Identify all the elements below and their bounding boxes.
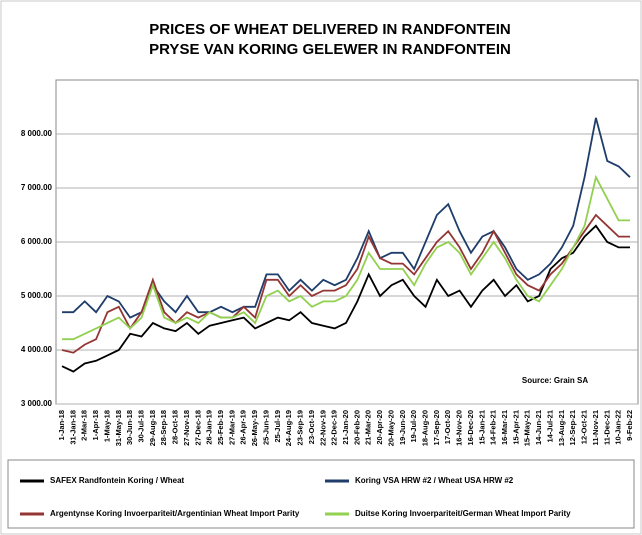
x-tick-label: 12-Oct-21: [580, 410, 589, 444]
x-tick-label: 13-Aug-21: [557, 410, 566, 446]
x-tick-label: 14-Jun-21: [534, 410, 543, 445]
x-tick-label: 26-Jan-19: [205, 410, 214, 445]
x-tick-label: 15-May-21: [523, 410, 532, 446]
y-tick-label: 6 000.00: [21, 237, 53, 246]
x-tick-label: 1-Apr-18: [91, 410, 100, 440]
x-tick-label: 12-Sep-21: [568, 410, 577, 445]
x-tick-label: 1-Jan-18: [57, 410, 66, 440]
x-tick-label: 16-Nov-20: [455, 410, 464, 446]
x-tick-label: 2-Mar-18: [80, 410, 89, 441]
frame: [1, 1, 641, 534]
x-tick-label: 17-Sep-20: [432, 410, 441, 445]
x-tick-label: 15-Apr-21: [511, 410, 520, 445]
x-tick-label: 18-Aug-20: [421, 410, 430, 446]
x-tick-label: 29-Aug-18: [148, 410, 157, 446]
x-tick-label: 25-Jul-19: [273, 410, 282, 443]
y-tick-label: 4 000.00: [21, 345, 53, 354]
x-tick-label: 14-Feb-21: [489, 410, 498, 445]
chart-subtitle: PRYSE VAN KORING GELEWER IN RANDFONTEIN: [149, 41, 511, 58]
x-tick-label: 27-Nov-18: [182, 410, 191, 446]
y-tick-label: 3 000.00: [21, 399, 53, 408]
x-tick-label: 26-May-19: [250, 410, 259, 446]
x-tick-label: 25-Feb-19: [216, 410, 225, 445]
x-tick-label: 19-Jul-20: [409, 410, 418, 443]
x-tick-label: 17-Oct-20: [443, 410, 452, 444]
x-tick-label: 31-Jan-18: [68, 410, 77, 445]
x-tick-label: 23-Sep-19: [296, 410, 305, 445]
x-tick-label: 16-Mar-21: [500, 410, 509, 445]
x-tick-label: 15-Jan-21: [477, 410, 486, 445]
legend-label: Koring VSA HRW #2 / Wheat USA HRW #2: [355, 476, 514, 485]
legend-label: Argentynse Koring Invoerpariteit/Argenti…: [50, 509, 300, 518]
x-tick-label: 14-Jul-21: [545, 410, 554, 443]
y-tick-label: 8 000.00: [21, 129, 53, 138]
legend-label: SAFEX Randfontein Koring / Wheat: [50, 476, 185, 485]
x-tick-label: 28-Oct-18: [171, 410, 180, 444]
x-tick-label: 9-Feb-22: [625, 410, 634, 441]
x-tick-label: 22-Nov-19: [318, 410, 327, 446]
x-tick-label: 25-Jun-19: [261, 410, 270, 445]
x-tick-label: 21-Mar-20: [364, 410, 373, 445]
x-tick-label: 30-Jun-18: [125, 410, 134, 445]
x-tick-label: 20-Feb-20: [352, 410, 361, 445]
x-tick-label: 28-Sep-18: [159, 410, 168, 445]
x-tick-label: 10-Jan-22: [614, 410, 623, 445]
x-tick-label: 24-Aug-19: [284, 410, 293, 446]
annotation: Source: Grain SA: [522, 376, 588, 385]
x-tick-label: 27-Dec-18: [193, 410, 202, 445]
x-tick-label: 19-Jun-20: [398, 410, 407, 445]
x-tick-label: 31-May-18: [114, 410, 123, 446]
x-tick-label: 23-Oct-19: [307, 410, 316, 444]
x-tick-label: 26-Apr-19: [239, 410, 248, 445]
x-tick-label: 20-Apr-20: [375, 410, 384, 445]
legend-label: Duitse Koring Invoerpariteit/German Whea…: [355, 509, 571, 518]
x-tick-label: 30-Jul-18: [137, 410, 146, 443]
x-tick-label: 11-Nov-21: [591, 410, 600, 445]
x-tick-label: 11-Dec-21: [602, 410, 611, 445]
chart-title: PRICES OF WHEAT DELIVERED IN RANDFONTEIN: [149, 21, 510, 38]
x-tick-label: 1-May-18: [102, 410, 111, 442]
x-tick-label: 21-Jan-20: [341, 410, 350, 445]
x-tick-label: 22-Dec-19: [330, 410, 339, 445]
y-tick-label: 7 000.00: [21, 183, 53, 192]
x-tick-label: 20-May-20: [386, 410, 395, 446]
y-tick-label: 5 000.00: [21, 291, 53, 300]
chart: PRICES OF WHEAT DELIVERED IN RANDFONTEIN…: [0, 0, 642, 535]
x-tick-label: 16-Dec-20: [466, 410, 475, 445]
x-tick-label: 27-Mar-19: [227, 410, 236, 445]
